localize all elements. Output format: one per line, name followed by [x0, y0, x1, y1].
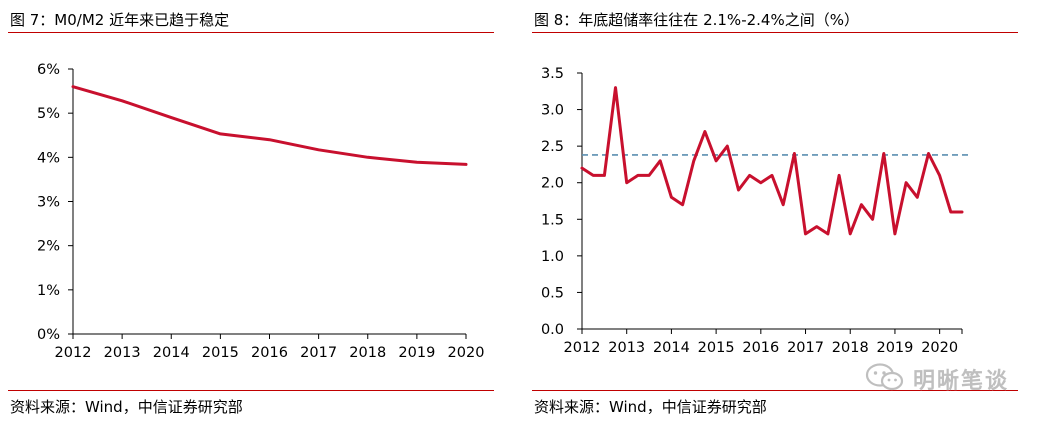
- title-divider: [532, 32, 1018, 33]
- x-tick-label: 2019: [876, 340, 913, 356]
- x-tick-label: 2017: [787, 340, 824, 356]
- series-line: [580, 86, 964, 236]
- series-line: [71, 85, 468, 166]
- watermark-text: 明晰笔谈: [913, 369, 1010, 394]
- source-note: 资料来源：Wind，中信证券研究部: [10, 398, 243, 416]
- line-chart-excess-reserve: 0.0 0.5 1.0 1.5 2.0 2.5 3.0 3.5 2012 2013 2014 2015…: [541, 66, 968, 356]
- x-tick-label: 2014: [153, 345, 190, 361]
- y-tick-label: 3%: [37, 195, 60, 211]
- x-tick-label: 2015: [202, 345, 239, 361]
- wechat-icon: [865, 363, 904, 391]
- watermark: 明晰笔谈: [865, 360, 1055, 394]
- x-tick-label: 2014: [653, 340, 690, 356]
- y-tick-label: 2.5: [541, 139, 564, 155]
- y-tick-label: 2%: [37, 239, 60, 255]
- x-tick-label: 2018: [832, 340, 869, 356]
- x-tick-label: 2016: [251, 345, 288, 361]
- x-tick-label: 2013: [608, 340, 645, 356]
- y-tick-label: 0%: [37, 327, 60, 343]
- chart-panel-m0-m2: 图 7：M0/M2 近年来已趋于稳定 0% 1% 2% 3% 4% 5% 6% 2012 201…: [0, 0, 500, 423]
- chart-title: 图 7：M0/M2 近年来已趋于稳定: [10, 11, 230, 29]
- chart-panel-excess-reserve: 图 8：年底超储率往往在 2.1%-2.4%之间（%） 0.0 0.5 1.0 1.5…: [524, 0, 1059, 423]
- x-tick-label: 2020: [448, 345, 485, 361]
- x-tick-label: 2013: [104, 345, 141, 361]
- x-tick-label: 2012: [564, 340, 601, 356]
- source-divider: [8, 390, 494, 391]
- line-chart-m0-m2: 0% 1% 2% 3% 4% 5% 6% 2012 2013 2014 2015 2016 2017 20…: [37, 62, 485, 361]
- source-divider: [532, 390, 1018, 391]
- y-tick-label: 4%: [37, 150, 60, 166]
- chart-title: 图 8：年底超储率往往在 2.1%-2.4%之间（%）: [534, 11, 859, 29]
- y-tick-label: 2.0: [541, 176, 564, 192]
- x-tick-label: 2018: [349, 345, 386, 361]
- y-tick-label: 3.5: [541, 66, 564, 82]
- x-tick-label: 2019: [398, 345, 435, 361]
- y-tick-label: 0.0: [541, 322, 564, 338]
- y-tick-label: 6%: [37, 62, 60, 78]
- y-tick-label: 1.5: [541, 212, 564, 228]
- x-tick-label: 2017: [300, 345, 337, 361]
- y-tick-label: 3.0: [541, 103, 564, 119]
- y-tick-label: 1%: [37, 283, 60, 299]
- source-note: 资料来源：Wind，中信证券研究部: [534, 398, 767, 416]
- y-tick-label: 5%: [37, 106, 60, 122]
- x-tick-label: 2015: [698, 340, 735, 356]
- y-tick-label: 0.5: [541, 285, 564, 301]
- title-divider: [8, 32, 494, 33]
- y-tick-label: 1.0: [541, 249, 564, 265]
- x-tick-label: 2020: [921, 340, 958, 356]
- x-tick-label: 2012: [55, 345, 92, 361]
- x-tick-label: 2016: [742, 340, 779, 356]
